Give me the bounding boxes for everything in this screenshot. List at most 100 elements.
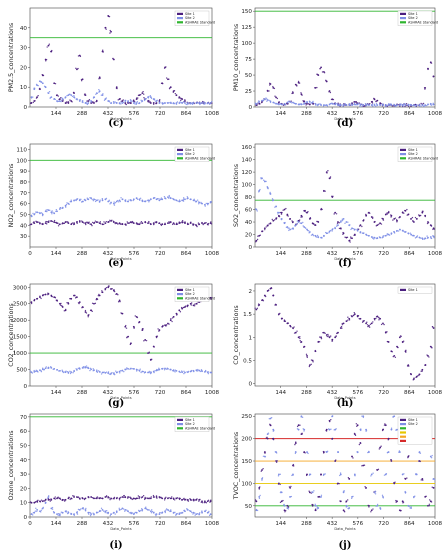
data-point xyxy=(197,222,200,224)
x-tick-label: 720 xyxy=(155,251,166,257)
data-point xyxy=(402,105,404,107)
data-point xyxy=(268,223,270,225)
data-point xyxy=(349,241,351,243)
data-point xyxy=(191,223,194,225)
chart-panel-c: 144 288 432 576 720 864 1008010203040Data_Poin… xyxy=(8,7,220,129)
data-point xyxy=(362,104,365,106)
data-point xyxy=(322,105,325,107)
data-point xyxy=(261,298,264,301)
data-point xyxy=(50,498,52,500)
legend-label: Site 2 xyxy=(185,152,195,156)
data-point xyxy=(258,488,260,490)
y-axis-label: SO2_concentrations xyxy=(233,164,240,227)
data-point xyxy=(211,297,213,299)
data-point xyxy=(390,214,392,216)
x-tick-label: 144 xyxy=(51,251,62,257)
data-point xyxy=(165,324,168,326)
panel-label: (d) xyxy=(337,118,353,129)
data-point xyxy=(210,223,213,225)
data-point xyxy=(256,210,258,212)
data-point xyxy=(144,339,147,341)
data-point xyxy=(76,68,78,71)
data-point xyxy=(318,496,321,498)
data-point xyxy=(39,369,41,372)
data-point xyxy=(280,213,283,215)
data-point xyxy=(104,98,107,100)
data-point xyxy=(169,510,171,513)
data-point xyxy=(288,227,290,229)
data-point xyxy=(90,496,92,498)
data-point xyxy=(150,97,153,100)
legend-box xyxy=(174,286,210,302)
data-point xyxy=(306,102,308,105)
data-point xyxy=(270,416,273,419)
data-point xyxy=(92,512,94,514)
data-point xyxy=(34,87,36,90)
data-point xyxy=(137,369,139,371)
data-point xyxy=(398,217,400,219)
panel-label: (c) xyxy=(108,118,124,129)
x-tick-label: 720 xyxy=(155,390,166,396)
data-point xyxy=(392,219,394,221)
data-point xyxy=(76,513,79,515)
data-point xyxy=(418,460,420,462)
data-point xyxy=(163,67,166,69)
data-point xyxy=(196,225,198,228)
data-point xyxy=(426,354,428,356)
data-point xyxy=(105,28,107,30)
data-point xyxy=(342,490,345,492)
data-point xyxy=(99,496,101,499)
data-point xyxy=(414,473,417,476)
y-tick-label: 500 xyxy=(16,368,27,374)
y-tick-label: 2 xyxy=(248,289,252,295)
data-point xyxy=(181,370,183,372)
data-point xyxy=(143,93,145,95)
y-tick-label: 50 xyxy=(20,212,28,218)
data-point xyxy=(89,512,92,514)
data-point xyxy=(48,90,51,93)
data-point xyxy=(57,95,59,97)
data-point xyxy=(109,373,112,376)
data-point xyxy=(201,221,203,224)
data-point xyxy=(364,103,367,105)
data-point xyxy=(80,80,83,82)
data-point xyxy=(378,103,381,106)
data-point xyxy=(122,101,125,104)
data-point xyxy=(355,104,358,106)
data-point xyxy=(316,73,318,75)
data-point xyxy=(286,213,289,216)
data-point xyxy=(207,203,209,206)
data-point xyxy=(192,513,194,515)
data-point xyxy=(390,460,393,462)
x-tick-label: 864 xyxy=(404,521,415,527)
data-point xyxy=(69,99,71,101)
data-point xyxy=(266,98,268,100)
data-point xyxy=(139,197,142,199)
panel-label: (f) xyxy=(338,258,352,269)
data-point xyxy=(265,97,267,99)
data-point xyxy=(63,310,66,312)
data-point xyxy=(301,432,303,435)
data-point xyxy=(94,302,97,305)
data-point xyxy=(434,478,436,481)
data-point xyxy=(268,90,270,92)
data-point xyxy=(353,432,356,435)
data-point xyxy=(53,212,56,214)
data-point xyxy=(380,102,382,105)
data-point xyxy=(378,317,380,319)
data-point xyxy=(168,497,170,499)
data-point xyxy=(395,219,398,221)
data-point xyxy=(126,221,128,223)
data-point xyxy=(118,199,121,202)
data-point xyxy=(188,510,191,512)
data-point xyxy=(192,498,195,501)
data-point xyxy=(382,219,385,221)
data-point xyxy=(280,500,283,503)
data-point xyxy=(353,101,355,103)
data-point xyxy=(184,371,186,374)
data-point xyxy=(80,198,82,200)
data-point xyxy=(96,99,98,102)
data-point xyxy=(192,224,194,227)
data-point xyxy=(42,367,44,369)
data-point xyxy=(319,68,321,70)
